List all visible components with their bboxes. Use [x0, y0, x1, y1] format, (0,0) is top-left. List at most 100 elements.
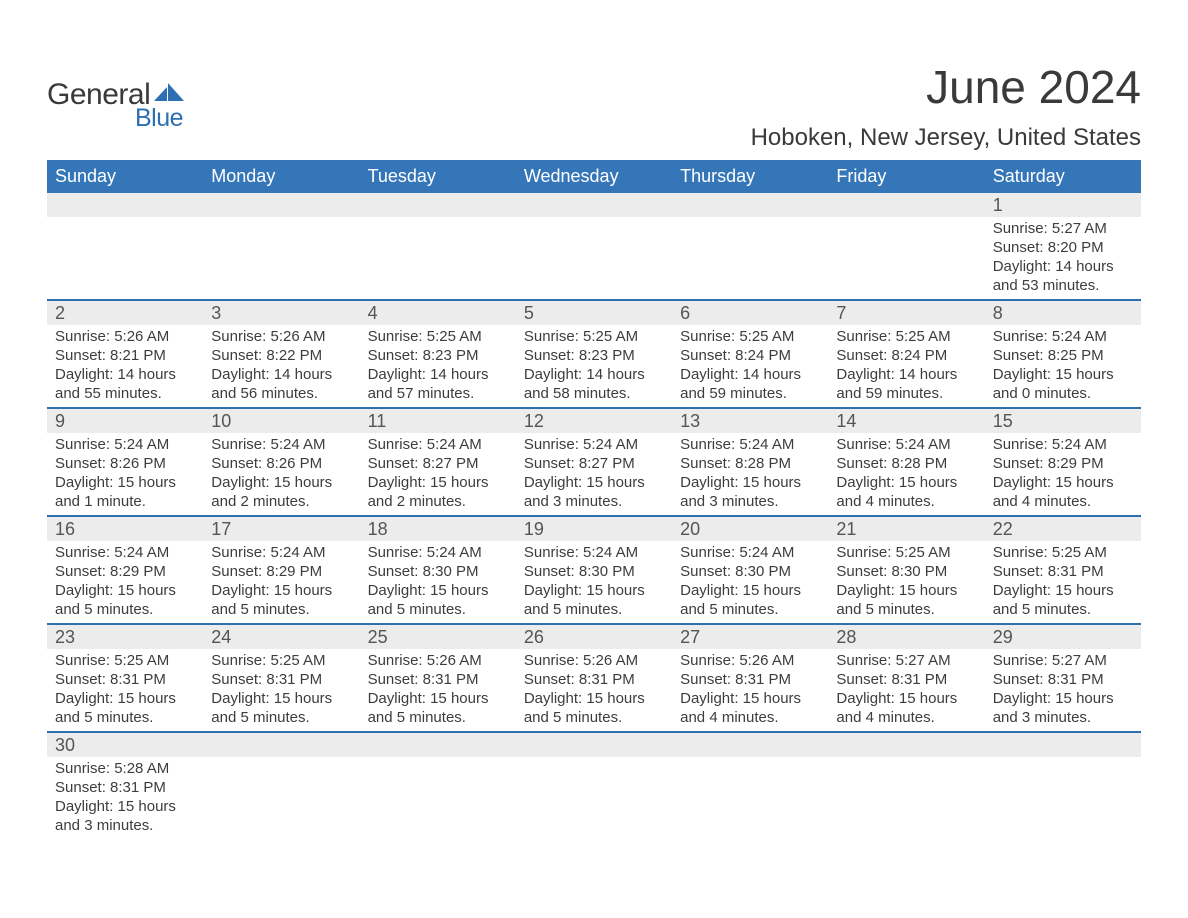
day-number-cell: 6	[672, 300, 828, 325]
sunrise-text: Sunrise: 5:24 AM	[524, 435, 664, 454]
day-number-cell: 12	[516, 408, 672, 433]
day-info-cell	[516, 217, 672, 300]
sunset-text: Sunset: 8:30 PM	[680, 562, 820, 581]
daylight-text: Daylight: 14 hours and 55 minutes.	[55, 365, 195, 403]
calendar-body: 1Sunrise: 5:27 AMSunset: 8:20 PMDaylight…	[47, 193, 1141, 839]
day-info-cell: Sunrise: 5:24 AMSunset: 8:30 PMDaylight:…	[360, 541, 516, 624]
sunrise-text: Sunrise: 5:24 AM	[55, 543, 195, 562]
sunset-text: Sunset: 8:26 PM	[211, 454, 351, 473]
day-info-cell: Sunrise: 5:24 AMSunset: 8:29 PMDaylight:…	[47, 541, 203, 624]
day-info-cell	[47, 217, 203, 300]
daylight-text: Daylight: 15 hours and 5 minutes.	[211, 689, 351, 727]
sunrise-text: Sunrise: 5:25 AM	[680, 327, 820, 346]
day-number-cell	[828, 732, 984, 757]
sunrise-text: Sunrise: 5:26 AM	[524, 651, 664, 670]
daylight-text: Daylight: 15 hours and 2 minutes.	[368, 473, 508, 511]
sunset-text: Sunset: 8:31 PM	[368, 670, 508, 689]
day-number-cell	[203, 732, 359, 757]
sunrise-text: Sunrise: 5:24 AM	[55, 435, 195, 454]
daylight-text: Daylight: 15 hours and 5 minutes.	[55, 689, 195, 727]
sunrise-text: Sunrise: 5:25 AM	[836, 327, 976, 346]
day-number-cell: 17	[203, 516, 359, 541]
day-number-cell	[360, 193, 516, 217]
day-info-cell: Sunrise: 5:24 AMSunset: 8:26 PMDaylight:…	[47, 433, 203, 516]
sunset-text: Sunset: 8:28 PM	[836, 454, 976, 473]
sunrise-text: Sunrise: 5:24 AM	[368, 435, 508, 454]
sunrise-text: Sunrise: 5:25 AM	[524, 327, 664, 346]
daylight-text: Daylight: 15 hours and 1 minute.	[55, 473, 195, 511]
day-info-cell: Sunrise: 5:26 AMSunset: 8:22 PMDaylight:…	[203, 325, 359, 408]
daylight-text: Daylight: 15 hours and 4 minutes.	[680, 689, 820, 727]
day-number-cell: 10	[203, 408, 359, 433]
day-info-cell: Sunrise: 5:25 AMSunset: 8:31 PMDaylight:…	[203, 649, 359, 732]
sunrise-text: Sunrise: 5:24 AM	[524, 543, 664, 562]
day-info-cell: Sunrise: 5:24 AMSunset: 8:27 PMDaylight:…	[516, 433, 672, 516]
weekday-header-cell: Monday	[203, 160, 359, 193]
sunrise-text: Sunrise: 5:25 AM	[368, 327, 508, 346]
daylight-text: Daylight: 14 hours and 57 minutes.	[368, 365, 508, 403]
sunset-text: Sunset: 8:27 PM	[524, 454, 664, 473]
weekday-header-cell: Thursday	[672, 160, 828, 193]
day-number-cell: 7	[828, 300, 984, 325]
day-info-cell: Sunrise: 5:24 AMSunset: 8:29 PMDaylight:…	[203, 541, 359, 624]
daylight-text: Daylight: 14 hours and 59 minutes.	[836, 365, 976, 403]
daylight-text: Daylight: 15 hours and 5 minutes.	[993, 581, 1133, 619]
daylight-text: Daylight: 15 hours and 5 minutes.	[524, 689, 664, 727]
day-info-cell	[985, 757, 1141, 839]
daylight-text: Daylight: 15 hours and 3 minutes.	[55, 797, 195, 835]
day-info-cell: Sunrise: 5:25 AMSunset: 8:30 PMDaylight:…	[828, 541, 984, 624]
sunset-text: Sunset: 8:28 PM	[680, 454, 820, 473]
sunrise-text: Sunrise: 5:26 AM	[368, 651, 508, 670]
day-info-cell: Sunrise: 5:26 AMSunset: 8:21 PMDaylight:…	[47, 325, 203, 408]
sunrise-text: Sunrise: 5:25 AM	[211, 651, 351, 670]
day-number-cell: 21	[828, 516, 984, 541]
daylight-text: Daylight: 14 hours and 58 minutes.	[524, 365, 664, 403]
day-number-cell: 26	[516, 624, 672, 649]
sunrise-text: Sunrise: 5:24 AM	[836, 435, 976, 454]
sunset-text: Sunset: 8:23 PM	[524, 346, 664, 365]
day-info-cell: Sunrise: 5:26 AMSunset: 8:31 PMDaylight:…	[360, 649, 516, 732]
weekday-header-cell: Tuesday	[360, 160, 516, 193]
header: General Blue June 2024 Hoboken, New Jers…	[47, 50, 1141, 152]
day-number-cell: 19	[516, 516, 672, 541]
day-number-cell: 2	[47, 300, 203, 325]
day-number-cell	[47, 193, 203, 217]
sunset-text: Sunset: 8:24 PM	[836, 346, 976, 365]
day-number-cell: 16	[47, 516, 203, 541]
sunrise-text: Sunrise: 5:24 AM	[680, 543, 820, 562]
day-number-cell: 29	[985, 624, 1141, 649]
day-info-cell: Sunrise: 5:27 AMSunset: 8:31 PMDaylight:…	[985, 649, 1141, 732]
day-number-cell	[360, 732, 516, 757]
day-number-cell	[516, 732, 672, 757]
daylight-text: Daylight: 15 hours and 0 minutes.	[993, 365, 1133, 403]
sunrise-text: Sunrise: 5:26 AM	[680, 651, 820, 670]
day-number-cell: 9	[47, 408, 203, 433]
weekday-header: SundayMondayTuesdayWednesdayThursdayFrid…	[47, 160, 1141, 193]
day-info-cell: Sunrise: 5:25 AMSunset: 8:31 PMDaylight:…	[47, 649, 203, 732]
day-number-cell: 22	[985, 516, 1141, 541]
day-number-cell: 8	[985, 300, 1141, 325]
sunrise-text: Sunrise: 5:24 AM	[993, 327, 1133, 346]
weekday-header-cell: Friday	[828, 160, 984, 193]
daylight-text: Daylight: 15 hours and 3 minutes.	[524, 473, 664, 511]
day-number-cell: 24	[203, 624, 359, 649]
day-number-cell: 25	[360, 624, 516, 649]
daylight-text: Daylight: 14 hours and 59 minutes.	[680, 365, 820, 403]
sunrise-text: Sunrise: 5:28 AM	[55, 759, 195, 778]
sunset-text: Sunset: 8:31 PM	[993, 562, 1133, 581]
daylight-text: Daylight: 15 hours and 5 minutes.	[211, 581, 351, 619]
day-info-cell	[672, 757, 828, 839]
sunset-text: Sunset: 8:21 PM	[55, 346, 195, 365]
sunset-text: Sunset: 8:31 PM	[836, 670, 976, 689]
calendar-table: SundayMondayTuesdayWednesdayThursdayFrid…	[47, 160, 1141, 839]
day-info-cell: Sunrise: 5:27 AMSunset: 8:31 PMDaylight:…	[828, 649, 984, 732]
day-number-cell	[516, 193, 672, 217]
day-number-cell	[672, 732, 828, 757]
day-info-cell: Sunrise: 5:25 AMSunset: 8:24 PMDaylight:…	[672, 325, 828, 408]
location: Hoboken, New Jersey, United States	[751, 124, 1141, 152]
day-info-cell: Sunrise: 5:26 AMSunset: 8:31 PMDaylight:…	[672, 649, 828, 732]
sunrise-text: Sunrise: 5:25 AM	[836, 543, 976, 562]
title-block: June 2024 Hoboken, New Jersey, United St…	[751, 60, 1141, 152]
sunset-text: Sunset: 8:25 PM	[993, 346, 1133, 365]
logo-icon	[154, 81, 184, 106]
